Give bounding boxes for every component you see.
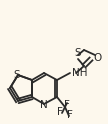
Text: NH: NH — [72, 68, 87, 78]
Text: F: F — [64, 100, 70, 110]
Text: F: F — [57, 107, 63, 117]
Text: S: S — [75, 48, 81, 58]
Text: S: S — [14, 70, 20, 80]
Text: O: O — [93, 53, 101, 63]
Text: F: F — [67, 110, 73, 120]
Text: N: N — [40, 100, 48, 110]
